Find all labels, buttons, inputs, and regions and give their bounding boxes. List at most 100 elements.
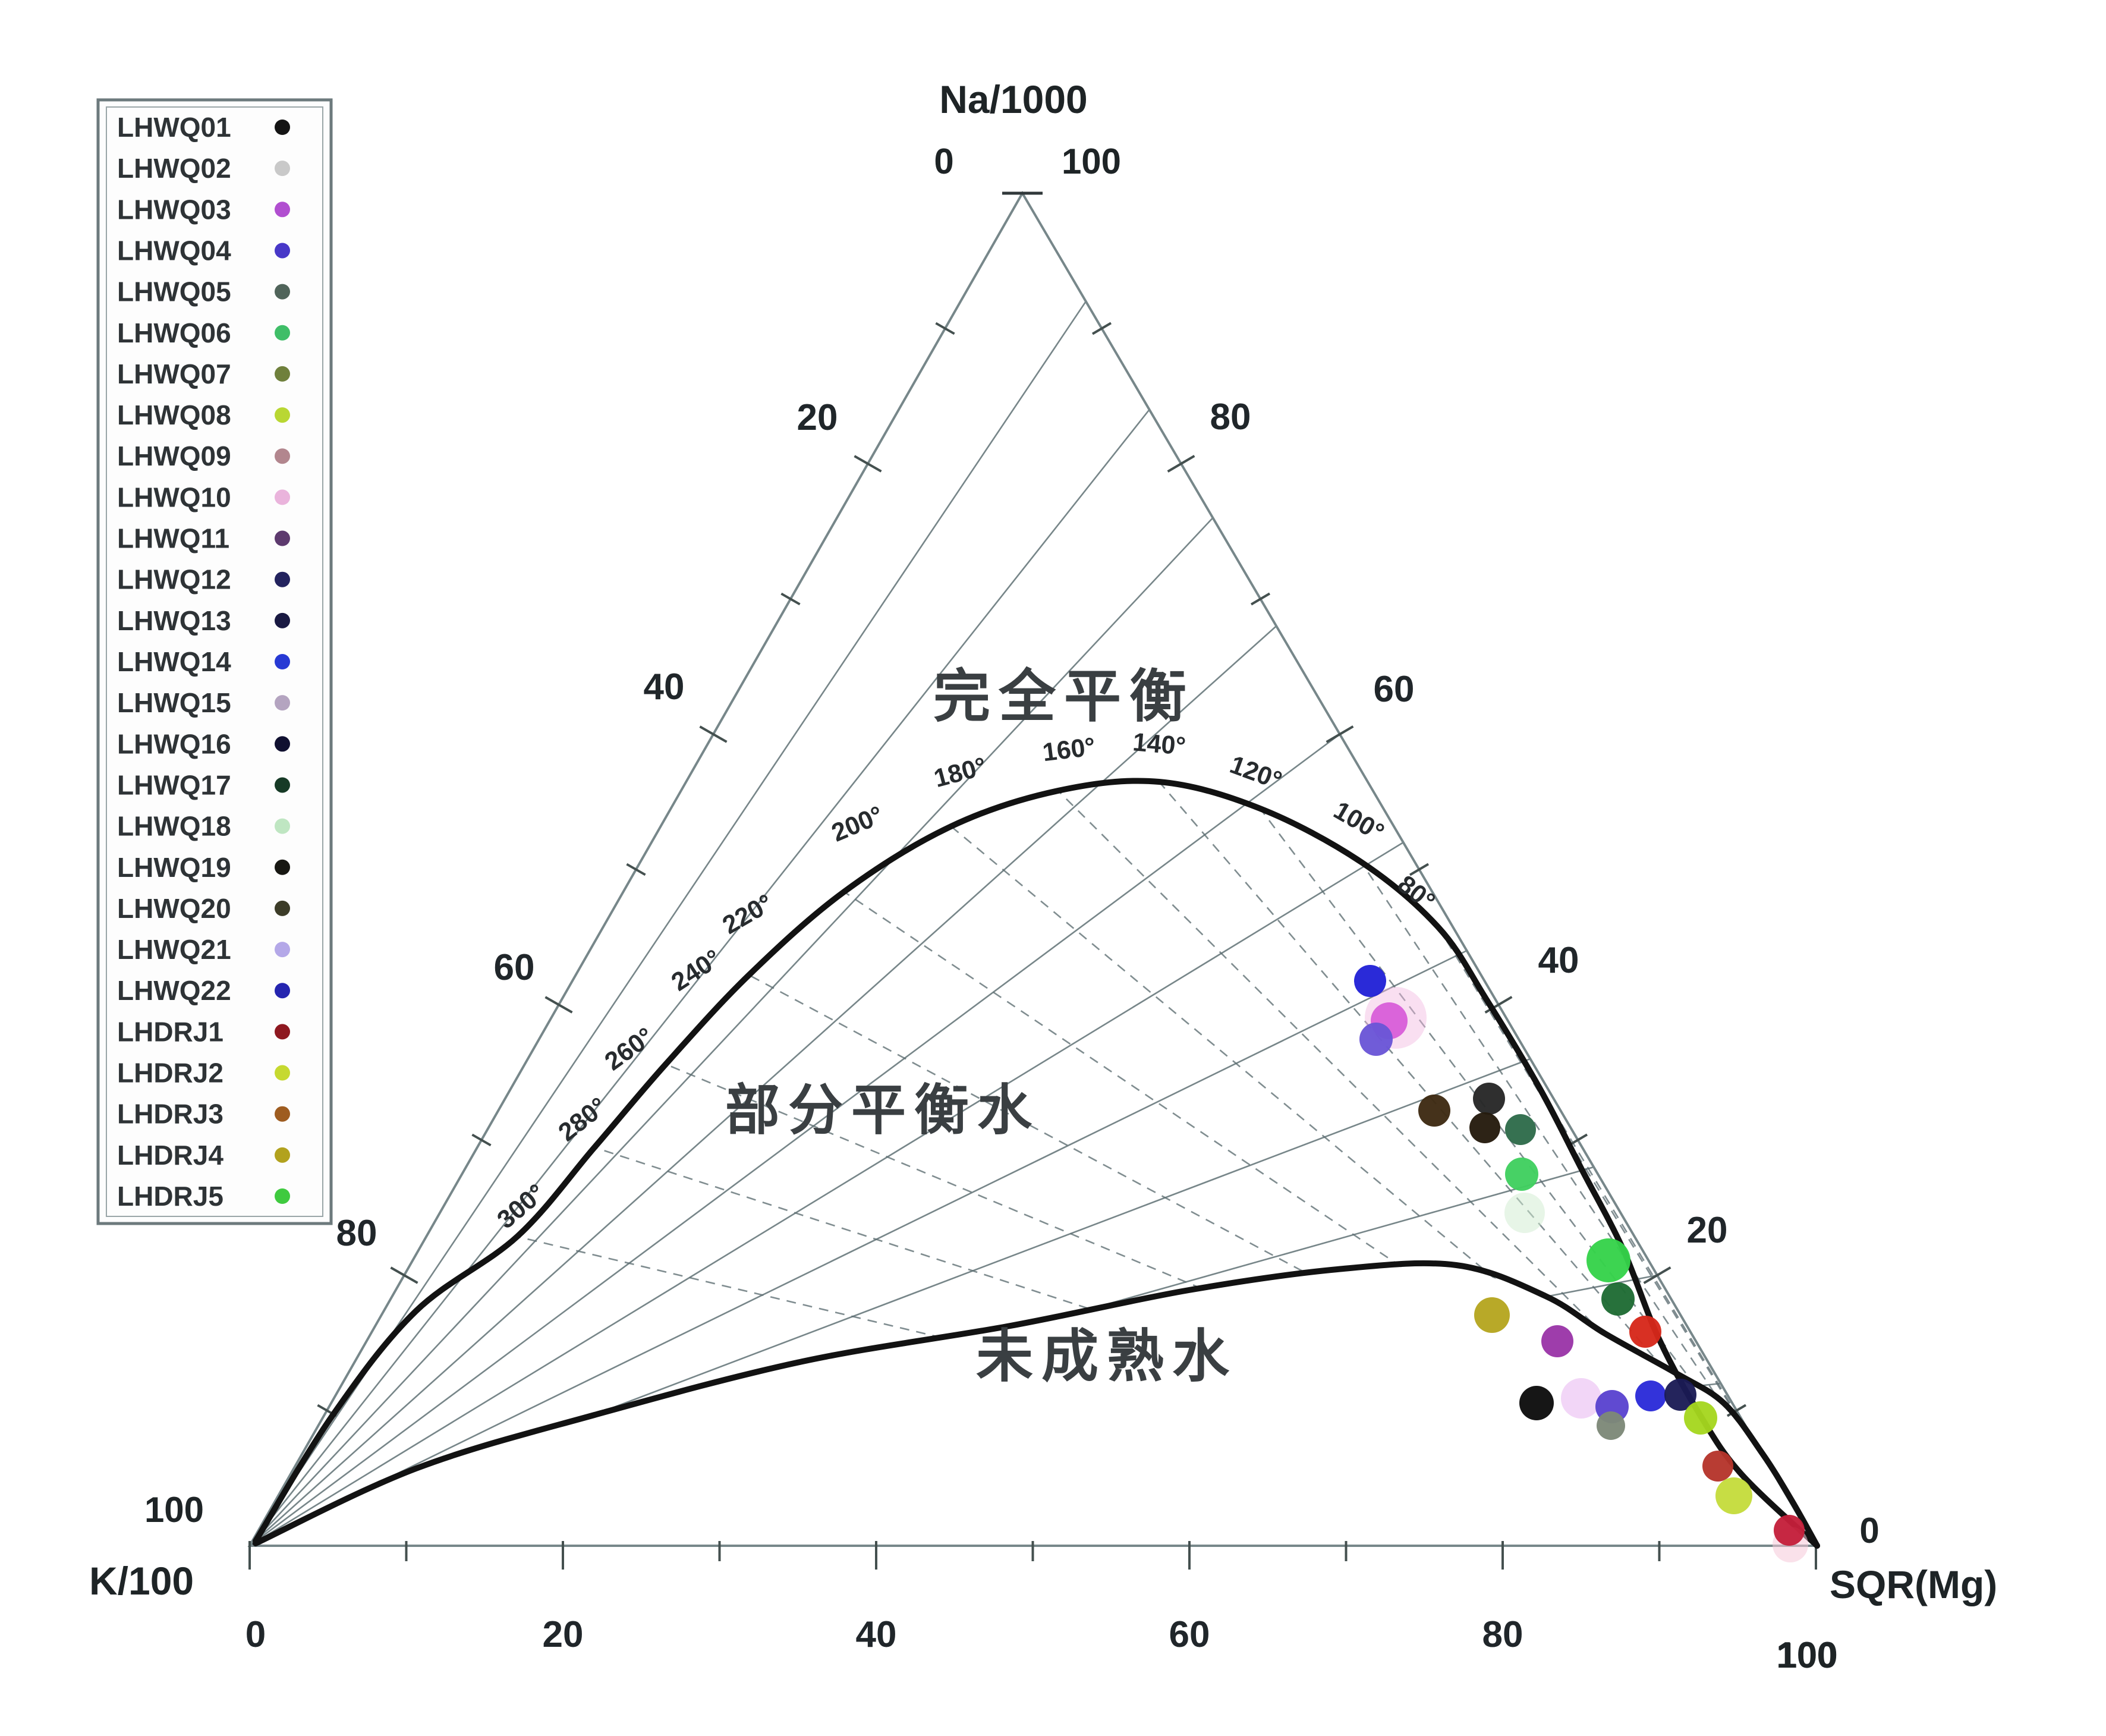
legend-item-label: LHWQ04	[117, 235, 231, 266]
data-point-8	[1586, 1238, 1630, 1282]
right-edge-tick	[1250, 592, 1271, 606]
fan-line-dashed	[1057, 790, 1817, 1546]
legend-item-swatch	[275, 1106, 290, 1122]
legend-item-LHWQ03: LHWQ03	[117, 194, 290, 225]
left-edge-tick	[626, 863, 646, 876]
legend-item-label: LHDRJ4	[117, 1140, 223, 1171]
isotherm-label: 140°	[1132, 728, 1187, 761]
legend-item-label: LHWQ11	[117, 523, 229, 554]
legend-item-label: LHWQ07	[117, 358, 231, 389]
immature-water-boundary-curve	[253, 1260, 1820, 1549]
isotherm-label: 300°	[492, 1178, 551, 1234]
fan-line-dashed	[843, 891, 1817, 1546]
legend-item-LHWQ02: LHWQ02	[117, 153, 290, 184]
legend-item-swatch	[275, 243, 290, 259]
legend-item-LHDRJ4: LHDRJ4	[117, 1140, 290, 1171]
fan-line-solid	[250, 1382, 1721, 1546]
legend-item-LHWQ12: LHWQ12	[117, 564, 290, 595]
mg-corner-zero: 0	[1859, 1511, 1879, 1551]
data-point-15	[1597, 1411, 1625, 1440]
legend-item-LHWQ04: LHWQ04	[117, 235, 290, 266]
sample-halo	[1504, 1193, 1545, 1233]
fan-line-dashed	[748, 974, 1817, 1546]
data-point-17	[1664, 1379, 1696, 1411]
fan-line-solid	[250, 733, 1340, 1546]
legend-item-label: LHWQ16	[117, 728, 231, 759]
isotherm-label: 120°	[1226, 750, 1286, 795]
legend-item-swatch	[275, 654, 290, 669]
data-point-9	[1601, 1282, 1635, 1316]
legend-item-label: LHWQ10	[117, 482, 231, 512]
data-point-2	[1359, 1023, 1393, 1056]
data-point-20	[1715, 1477, 1752, 1514]
na-left-zero: 0	[934, 141, 953, 181]
legend-item-label: LHWQ20	[117, 893, 231, 924]
isotherm-label: 200°	[827, 801, 887, 848]
k-corner-hundred: 100	[144, 1490, 204, 1530]
legend-item-swatch	[275, 366, 290, 382]
isotherm-label: 80°	[1392, 870, 1440, 916]
fan-line-solid	[250, 517, 1214, 1546]
k-axis-title: K/100	[89, 1559, 194, 1603]
left-edge-tick	[780, 592, 801, 606]
legend-item-swatch	[275, 284, 290, 300]
isotherm-label: 220°	[717, 889, 777, 940]
legend-item-LHWQ14: LHWQ14	[117, 646, 290, 677]
legend-item-LHWQ21: LHWQ21	[117, 934, 290, 965]
legend-item-swatch	[275, 942, 290, 958]
legend-item-label: LHWQ05	[117, 276, 231, 307]
legend-item-LHWQ19: LHWQ19	[117, 852, 290, 883]
legend-item-swatch	[275, 1065, 290, 1081]
mg-axis-title: SQR(Mg)	[1830, 1562, 1997, 1606]
legend-item-label: LHWQ03	[117, 194, 231, 225]
legend-item-swatch	[275, 1188, 290, 1204]
legend-item-swatch	[275, 325, 290, 341]
sample-data-points	[1354, 965, 1805, 1546]
region-label-0: 完全平衡	[933, 665, 1195, 729]
legend-item-LHWQ20: LHWQ20	[117, 893, 290, 924]
legend-item-LHDRJ1: LHDRJ1	[117, 1016, 290, 1047]
legend-item-swatch	[275, 736, 290, 752]
legend-item-label: LHWQ19	[117, 852, 231, 883]
legend-item-LHDRJ3: LHDRJ3	[117, 1099, 290, 1130]
bottom-edge-label-40: 40	[856, 1614, 897, 1655]
legend-item-swatch	[275, 119, 290, 135]
isotherm-temperature-labels: 80°100°120°140°160°180°200°220°240°260°2…	[492, 728, 1441, 1234]
left-edge-tick	[390, 1266, 418, 1284]
data-point-0	[1354, 965, 1386, 997]
data-point-19	[1702, 1451, 1733, 1482]
right-edge-label-60: 60	[1374, 669, 1415, 710]
left-edge-label-80: 80	[336, 1213, 377, 1254]
isotherm-label: 180°	[931, 752, 989, 793]
data-point-12	[1541, 1325, 1573, 1357]
legend-item-label: LHWQ18	[117, 811, 231, 842]
fan-line-solid	[250, 625, 1277, 1546]
fan-line-dashed	[1360, 861, 1817, 1546]
data-point-3	[1418, 1095, 1450, 1127]
left-edge-label-20: 20	[797, 397, 838, 438]
legend-item-LHWQ06: LHWQ06	[117, 317, 290, 348]
legend-item-swatch	[275, 695, 290, 711]
legend-item-swatch	[275, 983, 290, 999]
legend-item-swatch	[275, 571, 290, 587]
fan-line-solid	[250, 841, 1404, 1546]
legend-item-label: LHWQ01	[117, 112, 231, 143]
region-label-2: 未成熟水	[976, 1325, 1238, 1389]
fan-line-solid	[250, 1166, 1594, 1546]
legend-item-LHWQ22: LHWQ22	[117, 975, 290, 1006]
legend-item-label: LHWQ09	[117, 441, 231, 471]
legend-item-swatch	[275, 777, 290, 793]
legend-item-LHDRJ2: LHDRJ2	[117, 1058, 290, 1089]
bottom-edge-label-0: 0	[245, 1614, 266, 1655]
region-label-1: 部分平衡水	[725, 1080, 1040, 1141]
legend-item-swatch	[275, 489, 290, 505]
bottom-edge-label-60: 60	[1169, 1614, 1210, 1655]
legend-item-LHWQ01: LHWQ01	[117, 112, 290, 143]
legend-item-label: LHWQ17	[117, 769, 231, 800]
full-equilibrium-curve	[253, 778, 1820, 1549]
legend-item-LHWQ05: LHWQ05	[117, 276, 290, 307]
isotherm-label: 240°	[666, 944, 726, 997]
right-edge-label-20: 20	[1687, 1210, 1728, 1251]
right-edge-tick	[1167, 455, 1195, 473]
